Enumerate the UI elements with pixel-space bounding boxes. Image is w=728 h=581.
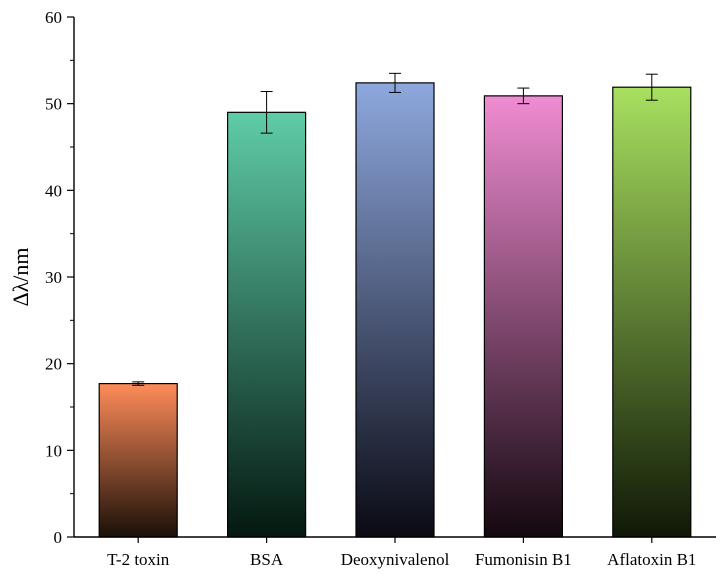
bar-t-2-toxin (98, 383, 178, 538)
y-tick-label: 50 (45, 95, 62, 114)
x-tick-label: Aflatoxin B1 (607, 550, 696, 569)
y-tick-label: 30 (45, 268, 62, 287)
x-tick-label: Deoxynivalenol (341, 550, 450, 569)
y-tick-label: 60 (45, 8, 62, 27)
y-tick-label: 0 (54, 528, 63, 547)
x-tick-label: BSA (250, 550, 284, 569)
y-tick-label: 40 (45, 181, 62, 200)
x-tick-label: T-2 toxin (107, 550, 170, 569)
plot-area: T-2 toxin BSA Deoxynivalenol Fumonisin B1 Af… (45, 8, 716, 569)
y-tick-label: 10 (45, 441, 62, 460)
y-axis-title: Δλ/nm (8, 247, 33, 306)
bar-bsa (227, 111, 307, 538)
bar-fumonisin-b1 (483, 95, 563, 538)
x-tick-label: Fumonisin B1 (475, 550, 572, 569)
y-tick-label: 20 (45, 355, 62, 374)
bar-deoxynivalenol (355, 82, 435, 538)
bar-aflatoxin-b1 (612, 86, 692, 538)
